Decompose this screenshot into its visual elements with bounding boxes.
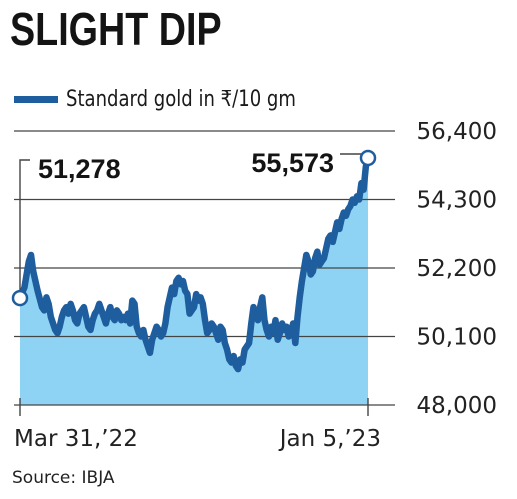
callout-end-value: 55,573 (251, 148, 334, 178)
x-tick-label-end: Jan 5,’23 (278, 426, 381, 452)
source-note: Source: IBJA (12, 468, 115, 488)
callout-leader-start (19, 159, 30, 299)
y-tick-label: 56,400 (417, 119, 497, 145)
y-tick-label: 48,000 (417, 393, 497, 419)
y-tick-label: 52,200 (417, 256, 497, 282)
y-tick-label: 50,100 (417, 325, 497, 351)
callout-start-value: 51,278 (38, 154, 121, 184)
legend-label: Standard gold in ₹/10 gm (66, 86, 296, 112)
chart-title: SLIGHT DIP (10, 3, 222, 55)
y-tick-label: 54,300 (417, 188, 497, 214)
series-line (16, 154, 372, 373)
legend: Standard gold in ₹/10 gm (14, 84, 346, 114)
legend-swatch (14, 95, 58, 103)
start-point-marker (11, 289, 29, 307)
x-tick-label-start: Mar 31,’22 (14, 426, 138, 452)
area-fill (20, 157, 368, 405)
end-point-marker (359, 149, 377, 167)
